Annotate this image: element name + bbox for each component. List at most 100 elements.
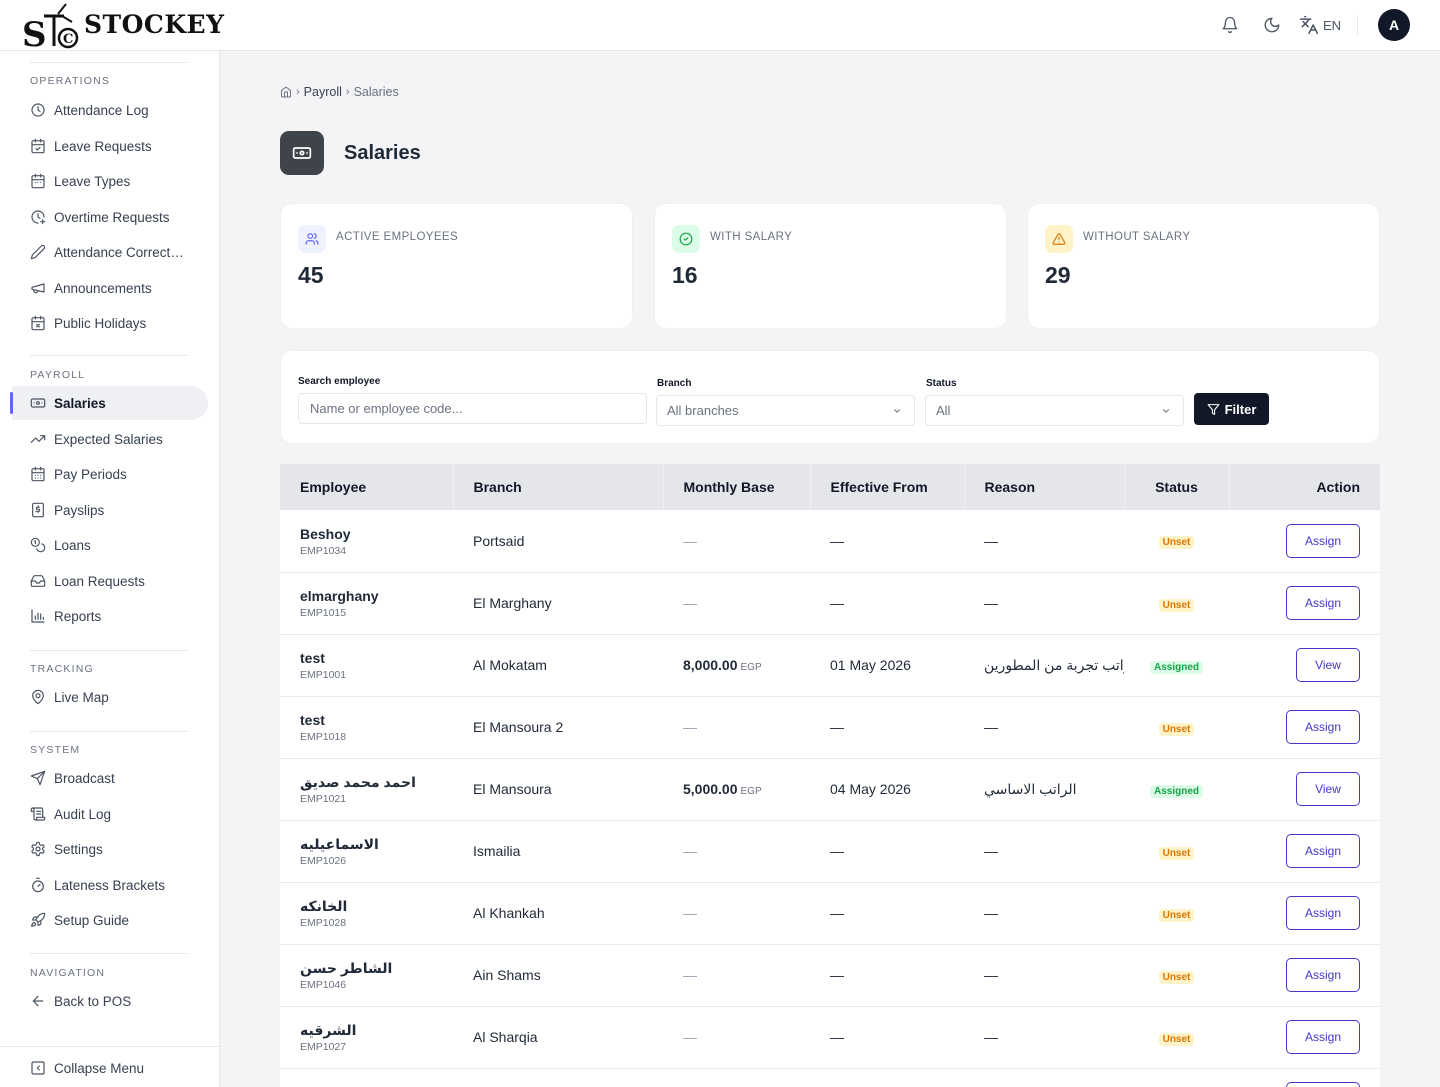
sidebar-item-audit-log[interactable]: Audit Log <box>12 797 208 831</box>
sidebar-item-salaries[interactable]: Salaries <box>10 386 208 420</box>
sidebar-item-loans[interactable]: Loans <box>12 528 208 562</box>
monthly-base-amount: 5,000.00 <box>683 781 738 797</box>
table-row: Beshoy EMP1034 Portsaid — — — Unset Assign <box>280 510 1380 572</box>
reason-cell <box>964 1068 1124 1087</box>
sidebar-item-lateness-brackets[interactable]: Lateness Brackets <box>12 868 208 902</box>
sidebar-item-live-map[interactable]: Live Map <box>12 680 208 714</box>
sidebar-item-expected-salaries[interactable]: Expected Salaries <box>12 422 208 456</box>
sidebar-item-settings[interactable]: Settings <box>12 832 208 866</box>
sidebar-item-attendance-correcti[interactable]: Attendance Correcti… <box>12 235 208 269</box>
timer-icon <box>30 877 46 893</box>
sidebar-item-payslips[interactable]: Payslips <box>12 493 208 527</box>
avatar[interactable]: A <box>1378 9 1410 41</box>
bell-icon[interactable] <box>1213 8 1247 42</box>
employee-code: EMP1028 <box>300 917 347 929</box>
status-cell <box>1124 1068 1229 1087</box>
sidebar-item-leave-types[interactable]: Leave Types <box>12 164 208 198</box>
column-header-monthly-base[interactable]: Monthly Base <box>663 464 811 510</box>
employee-cell: test EMP1018 <box>280 696 453 758</box>
sidebar-item-attendance-log[interactable]: Attendance Log <box>12 93 208 127</box>
status-select[interactable]: All <box>925 395 1184 426</box>
sidebar-item-label: Lateness Brackets <box>54 877 166 893</box>
sidebar-item-reports[interactable]: Reports <box>12 599 208 633</box>
sidebar-item-pay-periods[interactable]: Pay Periods <box>12 457 208 491</box>
view-button[interactable]: View <box>1296 648 1360 682</box>
employee-name[interactable]: الاسماعيليه <box>300 836 379 852</box>
monthly-base-cell: — <box>663 696 810 758</box>
monthly-base-cell: — <box>663 944 810 1006</box>
action-cell: Assign <box>1229 572 1380 634</box>
branch-select[interactable]: All branches <box>656 395 915 426</box>
users-icon <box>298 225 326 253</box>
pencil-icon <box>30 244 46 260</box>
status-label: Status <box>926 378 957 389</box>
assign-button[interactable]: Assign <box>1286 523 1360 558</box>
assign-button[interactable]: Assign <box>1286 586 1360 620</box>
branch-cell: Ismailia <box>473 843 521 859</box>
sidebar-item-label: Loans <box>54 537 91 553</box>
monthly-base-cell <box>663 1068 810 1087</box>
column-header-branch[interactable]: Branch <box>453 464 664 510</box>
section-divider <box>30 731 188 732</box>
assign-button[interactable]: Assign <box>1286 958 1360 992</box>
table-row: الخانكه EMP1028 Al Khankah — — — Unset Assign <box>280 882 1380 944</box>
filter-button[interactable]: Filter <box>1194 393 1269 425</box>
employee-name[interactable]: Beshoy <box>300 525 351 542</box>
view-button[interactable]: View <box>1296 772 1360 806</box>
coins-icon <box>30 537 46 553</box>
alert-triangle-icon <box>1045 225 1073 253</box>
divider <box>1357 15 1358 35</box>
effective-from-cell: — <box>830 1029 844 1045</box>
app-logo[interactable]: S C STOCKEY <box>22 2 224 50</box>
status-cell: Unset <box>1124 572 1229 634</box>
column-header-employee[interactable]: Employee <box>280 464 454 510</box>
language-switcher[interactable]: EN <box>1299 15 1341 35</box>
reason-cell: — <box>984 719 998 735</box>
empty-value: — <box>683 967 697 983</box>
assign-button[interactable]: Assign <box>1286 834 1360 868</box>
sidebar-item-announcements[interactable]: Announcements <box>12 271 208 305</box>
employee-name[interactable]: الشاطر حسن <box>300 960 393 976</box>
logo-mark: S C <box>22 2 82 50</box>
column-header-status[interactable]: Status <box>1124 464 1230 510</box>
sidebar-item-back-to-pos[interactable]: Back to POS <box>12 984 208 1018</box>
employee-name[interactable]: test <box>300 712 325 728</box>
sidebar-item-label: Overtime Requests <box>54 209 170 225</box>
status-badge: Unset <box>1158 536 1195 550</box>
calendar-days-icon <box>30 466 46 482</box>
status-cell: Unset <box>1124 882 1229 944</box>
status-badge: Unset <box>1158 598 1195 612</box>
scroll-icon <box>30 806 46 822</box>
assign-button[interactable]: Assign <box>1286 1082 1360 1087</box>
employee-name[interactable]: elmarghany <box>300 588 379 604</box>
assign-button[interactable]: Assign <box>1286 896 1360 930</box>
employee-name[interactable]: الشرقيه <box>300 1022 357 1038</box>
sidebar-item-setup-guide[interactable]: Setup Guide <box>12 903 208 937</box>
section-label-navigation: NAVIGATION <box>30 967 106 979</box>
assign-button[interactable]: Assign <box>1286 710 1360 744</box>
stat-value: 45 <box>298 262 324 288</box>
sidebar-item-leave-requests[interactable]: Leave Requests <box>12 129 208 163</box>
table-row: test EMP1018 El Mansoura 2 — — — Unset Assign <box>280 696 1380 758</box>
sidebar-item-overtime-requests[interactable]: Overtime Requests <box>12 200 208 234</box>
sidebar-item-broadcast[interactable]: Broadcast <box>12 761 208 795</box>
status-badge: Unset <box>1158 1032 1195 1046</box>
employee-name[interactable]: احمد محمد صديق <box>300 774 416 790</box>
sidebar-item-loan-requests[interactable]: Loan Requests <box>12 564 208 598</box>
column-header-effective-from[interactable]: Effective From <box>810 464 965 510</box>
effective-from-cell: — <box>830 843 844 859</box>
sidebar-item-public-holidays[interactable]: Public Holidays <box>12 306 208 340</box>
assign-button[interactable]: Assign <box>1286 1020 1360 1054</box>
column-header-reason[interactable]: Reason <box>964 464 1125 510</box>
collapse-menu-button[interactable]: Collapse Menu <box>12 1051 208 1085</box>
employee-name[interactable]: الخانكه <box>300 898 348 914</box>
calendar-check-icon <box>30 138 46 154</box>
sidebar-item-label: Attendance Correcti… <box>54 244 186 260</box>
moon-icon[interactable] <box>1255 8 1289 42</box>
employee-name[interactable]: test <box>300 650 325 666</box>
monthly-base-cell: — <box>663 572 810 634</box>
breadcrumb-payroll[interactable]: Payroll <box>303 85 342 99</box>
home-icon[interactable] <box>280 86 292 98</box>
search-input[interactable] <box>298 393 647 424</box>
banknote-icon <box>30 395 46 411</box>
